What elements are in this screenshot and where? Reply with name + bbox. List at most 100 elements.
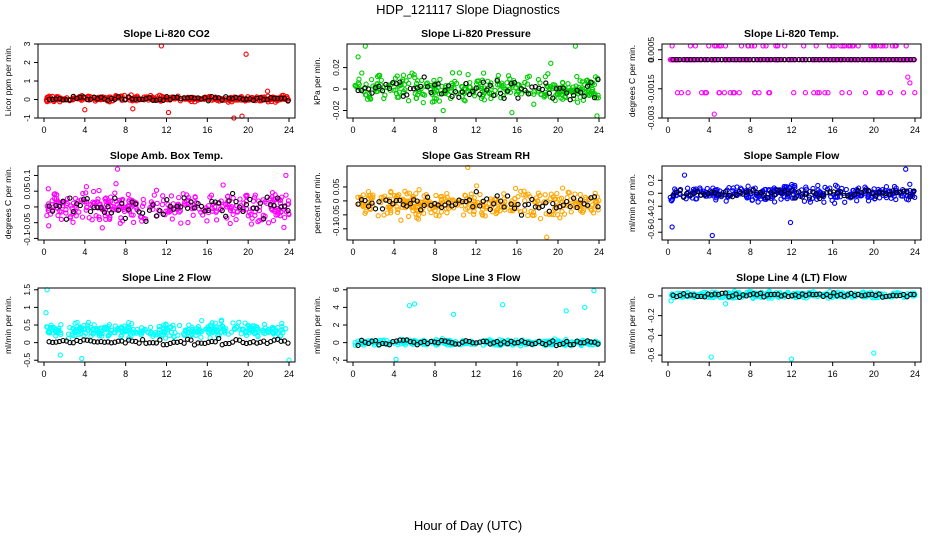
y-tick-label: 1.5 (22, 284, 32, 296)
data-point (577, 191, 583, 198)
black-point (726, 294, 732, 300)
black-point (49, 208, 56, 214)
black-point (687, 292, 694, 298)
black-point (473, 340, 479, 346)
data-point (427, 86, 433, 93)
black-point (53, 96, 59, 102)
data-point (520, 192, 526, 198)
data-point (556, 196, 563, 202)
x-tick-label: 4 (391, 125, 396, 135)
black-point (588, 79, 594, 85)
data-point (778, 196, 784, 202)
black-point (146, 340, 153, 346)
data-point (815, 56, 821, 63)
black-point (778, 56, 784, 63)
black-point (418, 207, 424, 213)
black-point (101, 339, 108, 345)
black-point (736, 56, 743, 63)
black-point (487, 82, 493, 88)
x-tick-label: 16 (512, 125, 522, 135)
data-point (233, 216, 239, 223)
data-point (816, 90, 822, 96)
data-point (355, 194, 361, 200)
data-point (75, 329, 82, 335)
y-axis-label: degrees C per min. (627, 45, 637, 117)
black-point (694, 188, 701, 195)
black-point (701, 56, 708, 63)
x-tick-label: 4 (707, 247, 712, 257)
black-point (687, 56, 694, 63)
black-point (233, 94, 239, 101)
black-point (407, 201, 413, 207)
x-tick-label: 16 (828, 369, 838, 379)
black-point (827, 293, 833, 299)
data-point (416, 187, 422, 193)
data-point (125, 191, 131, 198)
black-point (112, 195, 118, 201)
x-tick-label: 24 (284, 125, 294, 135)
data-point (275, 211, 281, 218)
data-point (394, 192, 400, 199)
black-point (869, 190, 875, 196)
black-point (817, 56, 823, 63)
data-point (557, 215, 563, 221)
data-point (413, 190, 419, 197)
black-point (785, 190, 791, 197)
black-point (480, 79, 486, 85)
x-tick-label: 16 (512, 369, 522, 379)
data-point (156, 323, 162, 330)
black-point (445, 200, 452, 206)
data-point (723, 198, 729, 204)
x-tick-label: 12 (161, 369, 171, 379)
black-point (247, 196, 253, 203)
chart-title: Slope Line 4 (LT) Flow (736, 272, 847, 284)
black-point (421, 202, 427, 209)
data-point (230, 208, 236, 214)
data-point (54, 192, 60, 198)
black-point (466, 91, 473, 98)
black-point (421, 74, 427, 80)
black-point (904, 294, 910, 300)
black-point (271, 203, 277, 209)
x-tick-label: 0 (350, 369, 355, 379)
black-point (174, 339, 180, 345)
black-point (49, 339, 56, 346)
black-point (160, 211, 166, 217)
data-point (854, 198, 860, 204)
black-point (750, 56, 757, 63)
y-tick-label: 0 (22, 97, 32, 102)
y-tick-label: 0.05 (331, 178, 341, 195)
black-point (806, 56, 812, 63)
black-point (122, 340, 128, 346)
y-axis-label: ml/min per min. (627, 296, 637, 354)
data-point (488, 95, 494, 102)
data-point (130, 212, 136, 218)
x-tick-label: 8 (748, 247, 753, 257)
chart-panel-7: Slope Line 2 Flow ml/min per min. 0 4 8 12 16 2… (3, 272, 296, 379)
data-point (439, 193, 445, 200)
outlier-point (355, 54, 361, 60)
data-point (94, 326, 101, 332)
black-point (188, 199, 194, 205)
outlier-point (499, 302, 506, 308)
black-point (680, 194, 687, 200)
data-point (394, 204, 400, 210)
y-tick-label: 0.0005 (646, 37, 656, 63)
plot-frame (346, 43, 606, 119)
y-tick-label: -0.02 (331, 101, 341, 121)
black-point (897, 56, 903, 63)
black-point (831, 56, 837, 63)
black-point (733, 56, 739, 63)
data-point (85, 319, 92, 326)
data-point (375, 213, 381, 219)
black-point (750, 187, 757, 193)
black-point (841, 192, 847, 199)
y-tick-label: -1 (22, 114, 32, 122)
data-point (45, 186, 51, 192)
x-tick-label: 4 (82, 125, 87, 135)
data-point (80, 326, 87, 332)
data-point (471, 195, 477, 201)
data-point (501, 191, 507, 197)
black-point (146, 207, 153, 213)
